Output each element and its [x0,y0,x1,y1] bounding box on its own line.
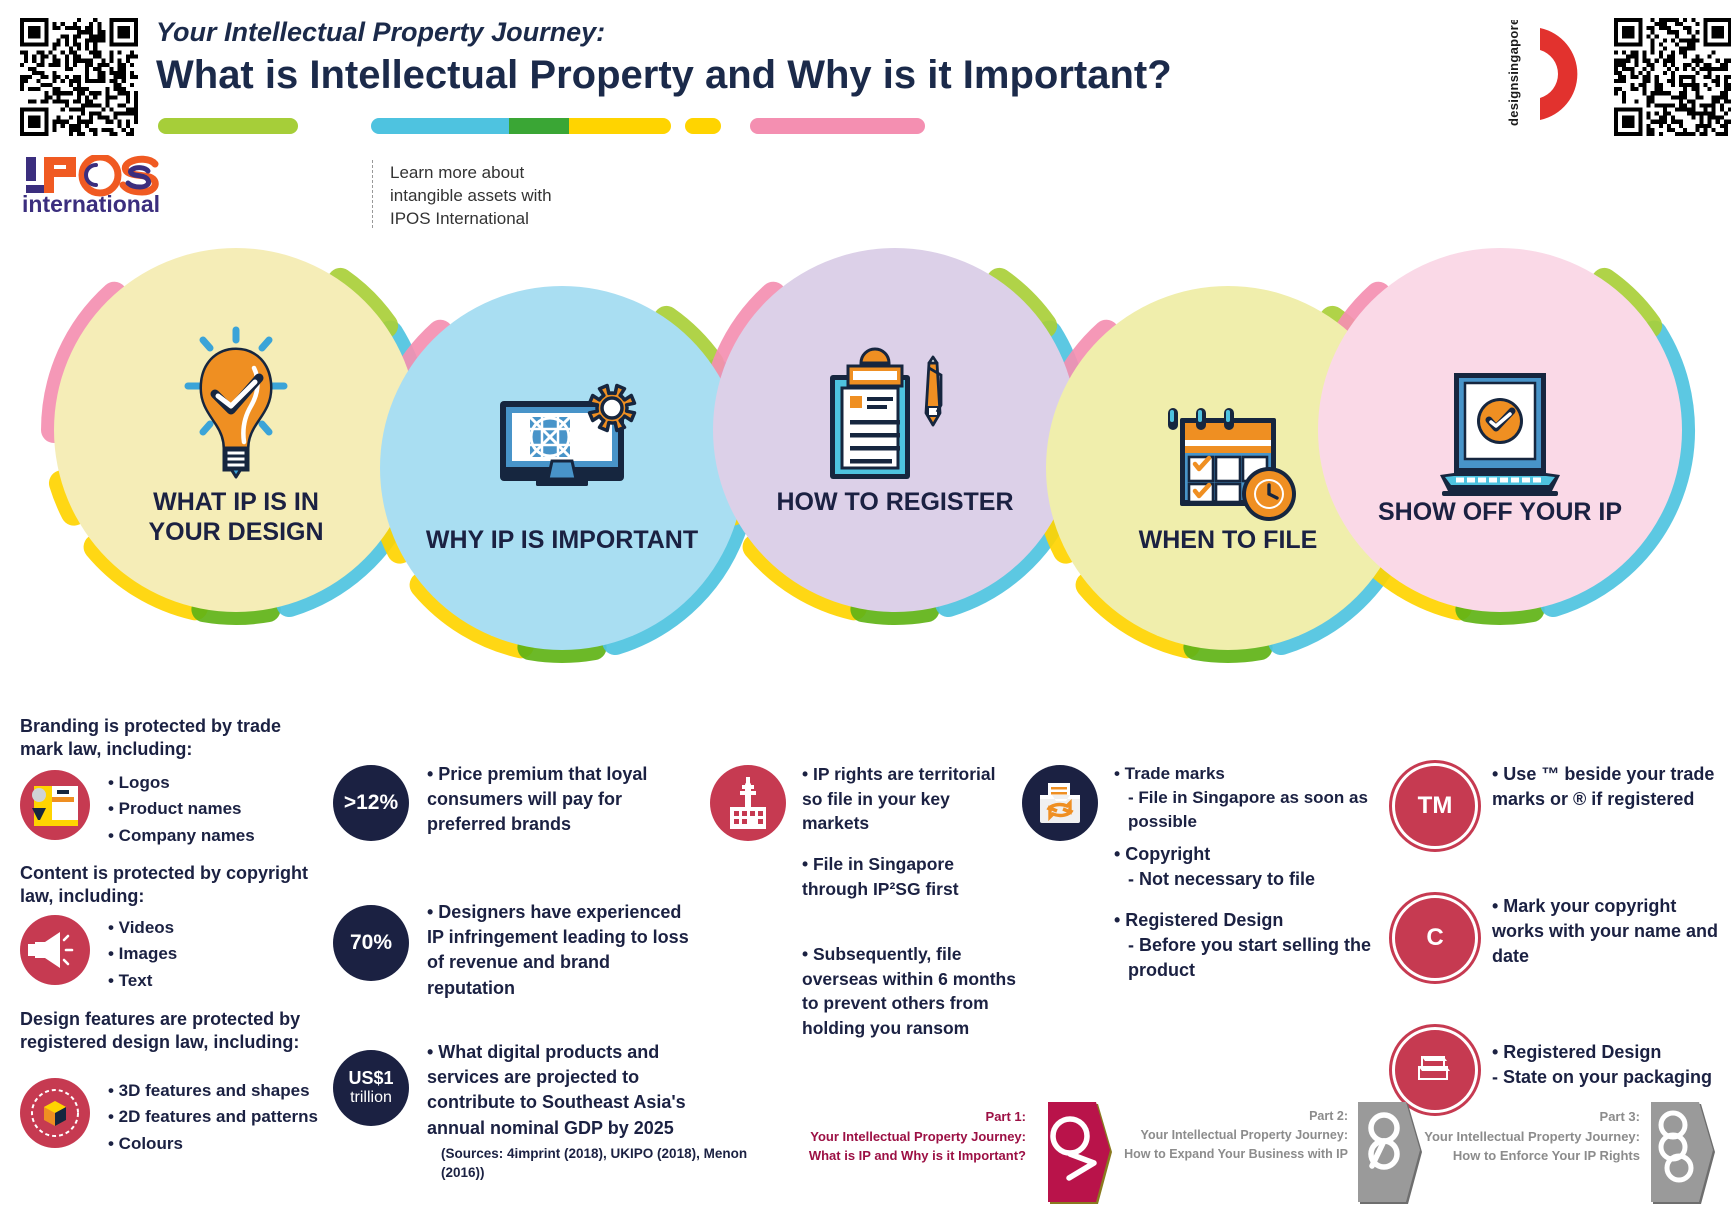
svg-text:WHAT IP IS IN: WHAT IP IS IN [153,488,319,516]
svg-text:WHY IP IS IMPORTANT: WHY IP IS IMPORTANT [426,526,698,554]
svg-text:YOUR DESIGN: YOUR DESIGN [148,518,323,546]
svg-text:international: international [22,191,160,215]
svg-text:designsingapore: designsingapore [1506,20,1521,126]
svg-text:SHOW OFF YOUR IP: SHOW OFF YOUR IP [1378,498,1622,526]
svg-text:WHEN TO FILE: WHEN TO FILE [1139,526,1318,554]
svg-text:HOW TO REGISTER: HOW TO REGISTER [776,488,1013,516]
